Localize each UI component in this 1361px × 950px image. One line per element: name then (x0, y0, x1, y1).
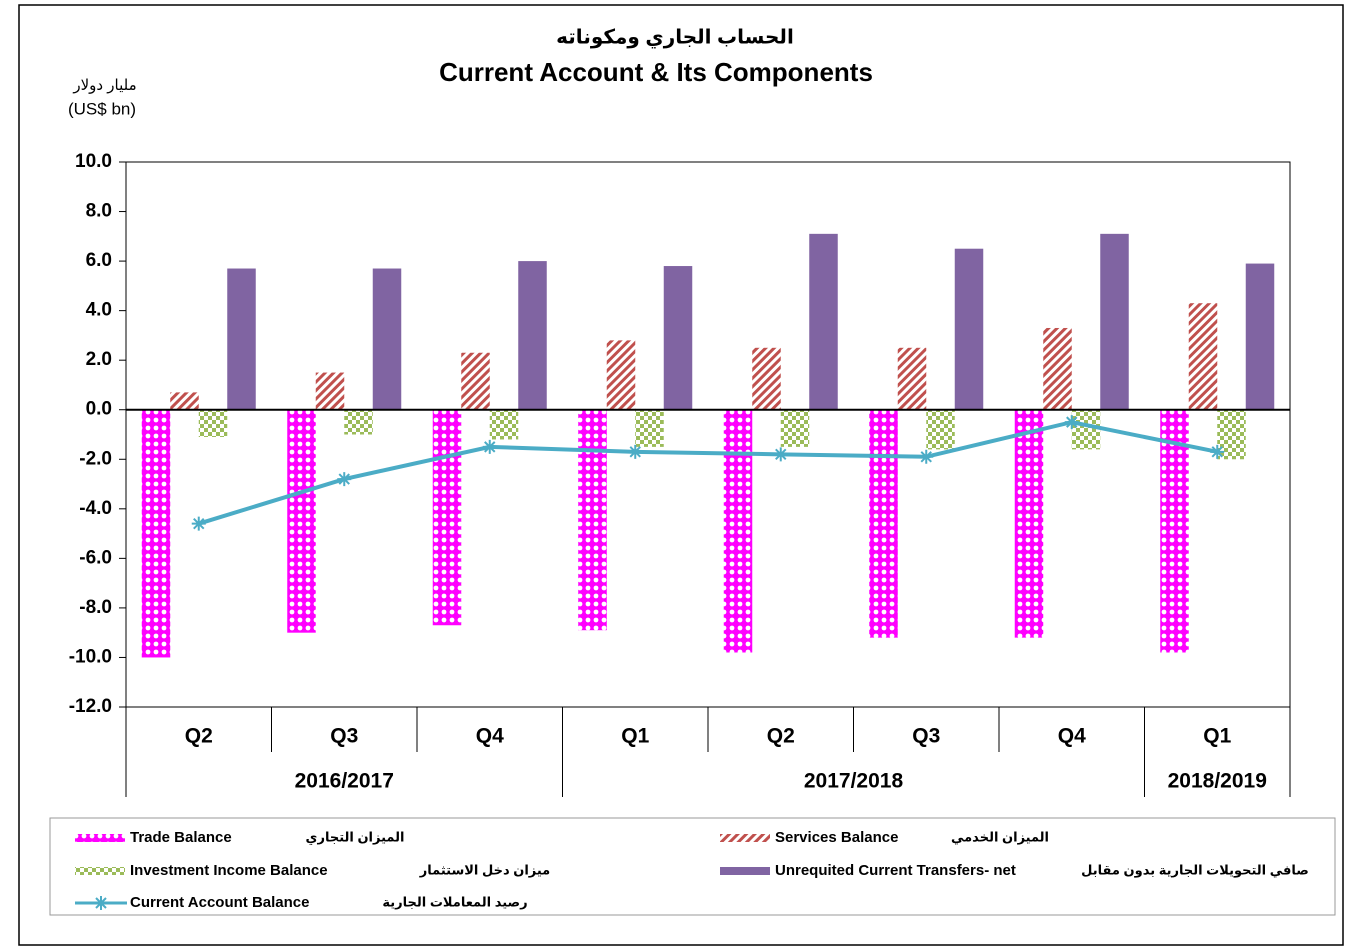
bar (432, 409, 462, 626)
y-tick-label: 2.0 (86, 349, 112, 370)
y-tick-label: 8.0 (86, 201, 112, 222)
line-marker (191, 516, 206, 531)
bar (372, 268, 402, 410)
x-tick-label: Q4 (1058, 725, 1086, 748)
bar (489, 409, 519, 440)
bar (1188, 303, 1218, 410)
legend-label-ar: الميزان الخدمي (951, 829, 1049, 844)
y-tick-label: -6.0 (79, 547, 112, 568)
line-marker (919, 449, 934, 464)
legend-label: Unrequited Current Transfers- net (775, 862, 1016, 879)
bar (926, 409, 955, 450)
bar (954, 248, 984, 410)
bar (170, 392, 199, 410)
line-marker (482, 439, 497, 454)
chart-title-ar: الحساب الجاري ومكوناته (556, 26, 794, 49)
line (198, 420, 1218, 526)
group-label: 2017/2018 (804, 770, 904, 793)
bar (1071, 409, 1101, 450)
x-tick-label: Q3 (330, 725, 358, 748)
bar (344, 409, 373, 435)
legend-label: Investment Income Balance (130, 862, 328, 879)
line-marker (628, 444, 643, 459)
bar (198, 409, 228, 437)
legend-swatch (720, 834, 770, 842)
y-tick-label: -4.0 (79, 498, 112, 519)
bar (578, 409, 607, 631)
bar (1043, 327, 1072, 410)
y-tick-label: -2.0 (79, 448, 112, 469)
legend-label-ar: رصيد المعاملات الجارية (382, 894, 527, 909)
legend-label-ar: الميزان التجاري (306, 829, 405, 844)
y-tick-label: 6.0 (86, 250, 112, 271)
bar (723, 409, 753, 653)
bar (897, 347, 927, 410)
chart-title: Current Account & Its Components (439, 57, 873, 87)
line-marker (1210, 444, 1225, 459)
legend-swatch (75, 834, 125, 842)
group-label: 2016/2017 (295, 770, 394, 793)
x-tick-label: Q1 (1203, 725, 1231, 748)
y-tick-label: -8.0 (79, 597, 112, 618)
bar (1100, 233, 1129, 410)
x-tick-label: Q2 (185, 725, 213, 748)
legend-swatch (720, 867, 770, 875)
frame (18, 4, 1344, 946)
bar (461, 352, 490, 410)
y-axis-label-ar: مليار دولار (72, 77, 136, 94)
x-tick-label: Q2 (767, 725, 795, 748)
bar (780, 409, 810, 447)
y-tick-label: 0.0 (86, 399, 112, 420)
legend-label: Current Account Balance (130, 894, 309, 911)
bar (1245, 263, 1275, 410)
line-marker (773, 447, 788, 462)
x-tick-label: Q3 (912, 725, 940, 748)
bar (227, 268, 256, 410)
y-axis-label: (US$ bn) (68, 99, 136, 118)
bar (315, 372, 345, 410)
x-tick-label: Q1 (621, 725, 649, 748)
bar (518, 261, 547, 410)
legend-label-ar: ميزان دخل الاستثمار (419, 862, 550, 877)
bar (663, 266, 693, 410)
y-tick-label: 4.0 (86, 300, 112, 321)
line-marker (1064, 415, 1079, 430)
bar (287, 409, 316, 633)
bar (1014, 409, 1044, 638)
y-tick-label: 10.0 (75, 151, 112, 172)
bar (1160, 409, 1189, 653)
bar (141, 409, 171, 658)
legend-label: Services Balance (775, 829, 898, 846)
x-tick-label: Q4 (476, 725, 504, 748)
line-marker (337, 472, 352, 487)
legend-swatch (75, 867, 125, 875)
y-tick-label: -10.0 (69, 646, 112, 667)
legend-marker (94, 896, 108, 910)
bar (752, 347, 781, 410)
legend-box (49, 817, 1336, 916)
legend-label: Trade Balance (130, 829, 232, 846)
legend-label-ar: صافي التحويلات الجارية بدون مقابل (1081, 862, 1309, 877)
bar (635, 409, 664, 447)
group-label: 2018/2019 (1168, 770, 1267, 793)
y-tick-label: -12.0 (69, 696, 112, 717)
bar (606, 340, 636, 410)
bar (869, 409, 898, 638)
bar (809, 233, 838, 410)
